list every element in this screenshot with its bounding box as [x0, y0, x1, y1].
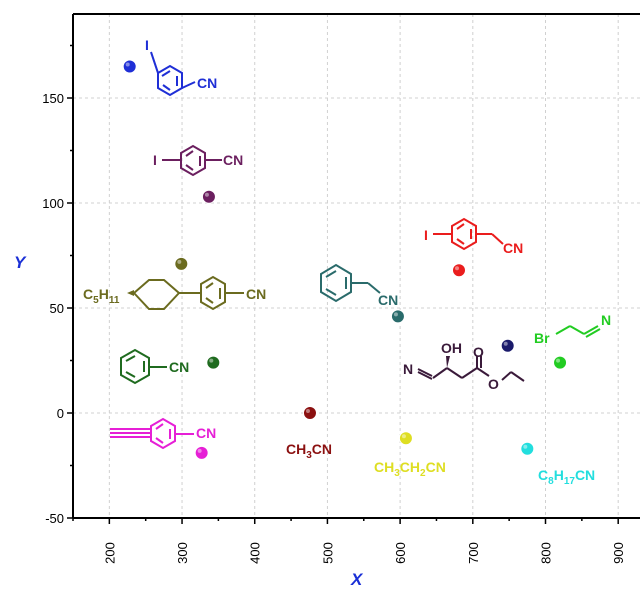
mol-label-i: I	[145, 37, 149, 53]
mol-label-i: I	[153, 152, 157, 168]
mol-label-c5h11: C5H11	[83, 286, 120, 306]
mol-label-o: O	[488, 376, 499, 392]
x-tick-label: 500	[320, 542, 335, 564]
y-tick-label: 0	[57, 406, 64, 421]
x-tick-label: 300	[175, 542, 190, 564]
data-points	[122, 59, 568, 460]
mol-label-c8h17cn: C8H17CN	[538, 467, 595, 487]
mol-label-ch3cn: CH3CN	[286, 441, 332, 461]
molecule-3-bromopropionitrile	[555, 325, 601, 338]
data-point	[553, 355, 568, 370]
molecule-pentylcyclohexyl-benzonitrile	[132, 275, 244, 311]
data-point-highlight	[125, 62, 130, 67]
wedge-bond	[446, 356, 450, 368]
x-tick-label: 800	[539, 542, 554, 564]
x-tick-label: 900	[611, 542, 626, 564]
molecule-4-iodobenzonitrile	[162, 144, 222, 177]
tick-labels: 200 300 400 500 600 700 800 900 -50 0 50 100 150	[42, 91, 626, 564]
mol-label-cn: CN	[196, 425, 216, 441]
y-tick-label: 50	[50, 301, 64, 316]
mol-label-cn: CN	[378, 292, 398, 308]
data-point-highlight	[401, 434, 406, 439]
mol-label-i: I	[424, 227, 428, 243]
y-tick-label: 100	[42, 196, 64, 211]
x-axis-title: X	[350, 570, 364, 589]
mol-label-cn: CN	[197, 75, 217, 91]
mol-label-o: O	[473, 344, 484, 360]
molecule-3-iodobenzonitrile	[150, 51, 196, 97]
data-point	[201, 189, 216, 204]
y-axis-title: Y	[14, 253, 27, 272]
data-point	[398, 431, 413, 446]
x-tick-label: 200	[102, 542, 117, 564]
y-tick-label: 150	[42, 91, 64, 106]
data-point	[520, 441, 535, 456]
molecule-cyano-hydroxybutanoate	[417, 356, 525, 382]
data-point-highlight	[556, 358, 561, 363]
molecule-4-ethynylbenzonitrile	[110, 417, 194, 450]
data-point-highlight	[454, 266, 459, 271]
data-point	[122, 59, 137, 74]
data-point	[206, 355, 221, 370]
data-point-highlight	[393, 312, 398, 317]
molecule-benzonitrile	[120, 348, 167, 385]
wedge-bond	[127, 290, 134, 296]
mol-label-oh: OH	[441, 340, 462, 356]
molecule-4-iodophenylacetonitrile	[433, 217, 504, 251]
mol-label-n: N	[403, 361, 413, 377]
mol-label-cn: CN	[503, 240, 523, 256]
mol-label-ch3ch2cn: CH3CH2CN	[374, 459, 446, 479]
axes	[67, 13, 640, 524]
data-point	[194, 445, 209, 460]
x-tick-label: 400	[248, 542, 263, 564]
data-point-highlight	[523, 444, 528, 449]
data-point-highlight	[305, 409, 310, 413]
data-point	[500, 338, 515, 353]
data-point	[174, 256, 189, 271]
data-point	[451, 263, 466, 278]
mol-label-cn: CN	[169, 359, 189, 375]
molecule-benzyl-cyanide	[320, 263, 381, 303]
data-point	[390, 309, 405, 324]
mol-label-cn: CN	[223, 152, 243, 168]
y-tick-label: -50	[45, 511, 64, 526]
mol-label-n: N	[601, 312, 611, 328]
data-point-highlight	[204, 192, 209, 197]
data-point-highlight	[177, 259, 182, 264]
data-point-highlight	[209, 358, 214, 363]
data-point-highlight	[197, 448, 202, 453]
mol-label-br: Br	[534, 330, 550, 346]
data-point	[302, 406, 317, 420]
x-tick-label: 600	[393, 542, 408, 564]
x-tick-label: 700	[466, 542, 481, 564]
mol-label-cn: CN	[246, 286, 266, 302]
data-point-highlight	[503, 341, 508, 346]
